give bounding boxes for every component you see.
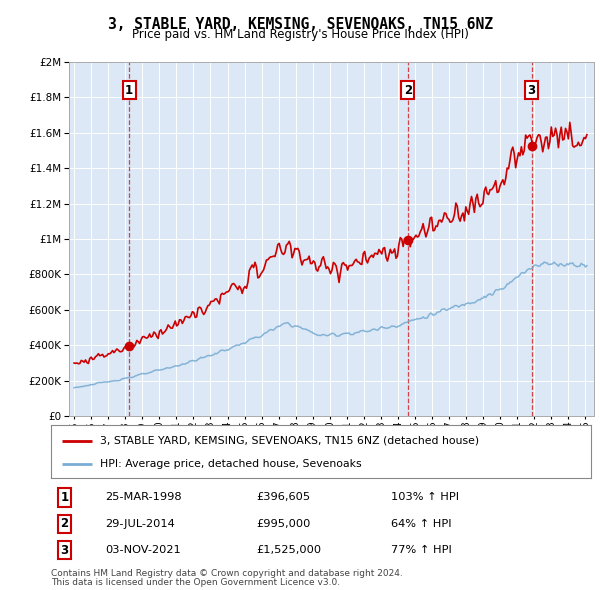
- Text: £995,000: £995,000: [256, 519, 311, 529]
- Text: 25-MAR-1998: 25-MAR-1998: [105, 493, 182, 503]
- Text: 3: 3: [527, 84, 536, 97]
- Text: 03-NOV-2021: 03-NOV-2021: [105, 545, 181, 555]
- Text: 1: 1: [125, 84, 133, 97]
- Text: 2: 2: [61, 517, 68, 530]
- Text: 64% ↑ HPI: 64% ↑ HPI: [391, 519, 452, 529]
- Text: £1,525,000: £1,525,000: [256, 545, 322, 555]
- Text: £396,605: £396,605: [256, 493, 310, 503]
- Text: This data is licensed under the Open Government Licence v3.0.: This data is licensed under the Open Gov…: [51, 578, 340, 587]
- Text: 2: 2: [404, 84, 412, 97]
- Text: Price paid vs. HM Land Registry's House Price Index (HPI): Price paid vs. HM Land Registry's House …: [131, 28, 469, 41]
- Text: 77% ↑ HPI: 77% ↑ HPI: [391, 545, 452, 555]
- Text: Contains HM Land Registry data © Crown copyright and database right 2024.: Contains HM Land Registry data © Crown c…: [51, 569, 403, 578]
- Text: 103% ↑ HPI: 103% ↑ HPI: [391, 493, 460, 503]
- Text: 29-JUL-2014: 29-JUL-2014: [105, 519, 175, 529]
- Text: 3, STABLE YARD, KEMSING, SEVENOAKS, TN15 6NZ (detached house): 3, STABLE YARD, KEMSING, SEVENOAKS, TN15…: [100, 436, 479, 445]
- Text: 3: 3: [61, 544, 68, 557]
- Text: 1: 1: [61, 491, 68, 504]
- Text: HPI: Average price, detached house, Sevenoaks: HPI: Average price, detached house, Seve…: [100, 458, 361, 468]
- Text: 3, STABLE YARD, KEMSING, SEVENOAKS, TN15 6NZ: 3, STABLE YARD, KEMSING, SEVENOAKS, TN15…: [107, 17, 493, 31]
